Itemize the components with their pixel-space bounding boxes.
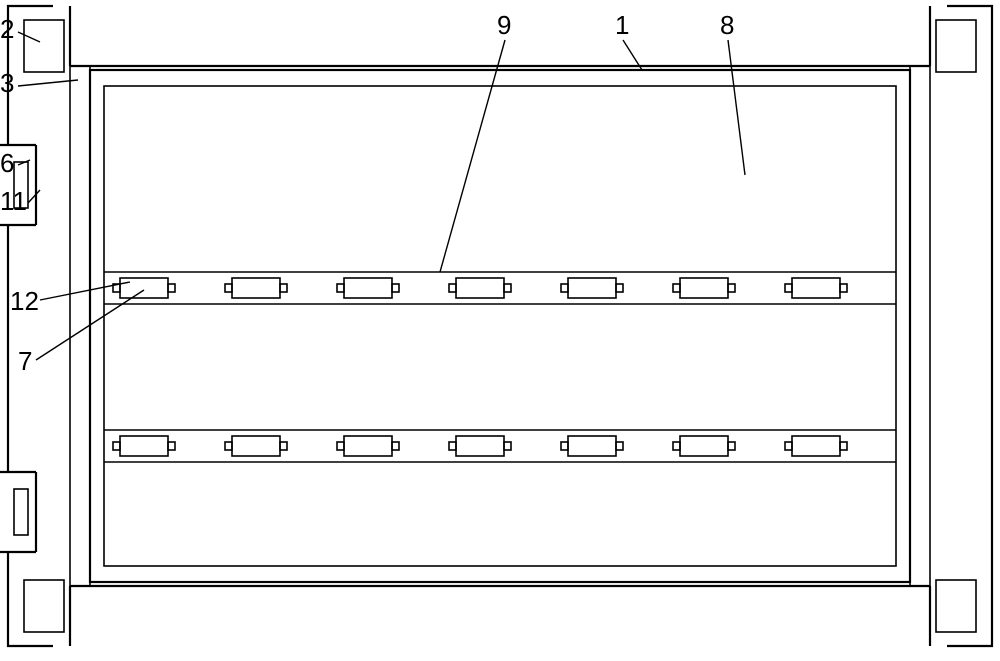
label-1: 1 [615, 10, 642, 70]
label-2: 2 [0, 14, 40, 44]
label-text-7: 7 [18, 346, 32, 376]
label-text-2: 2 [0, 14, 14, 44]
label-text-12: 12 [10, 286, 39, 316]
label-text-11: 11 [0, 186, 27, 216]
label-text-1: 1 [615, 10, 629, 40]
label-text-6: 6 [0, 148, 14, 178]
label-text-9: 9 [497, 10, 511, 40]
label-text-8: 8 [720, 10, 734, 40]
label-text-3: 3 [0, 68, 14, 98]
label-11: 11 [0, 186, 40, 216]
diagram-root: 9 1 8 2 3 6 11 12 7 [0, 6, 992, 646]
label-9: 9 [440, 10, 511, 272]
label-6: 6 [0, 148, 30, 178]
label-8: 8 [720, 10, 745, 175]
